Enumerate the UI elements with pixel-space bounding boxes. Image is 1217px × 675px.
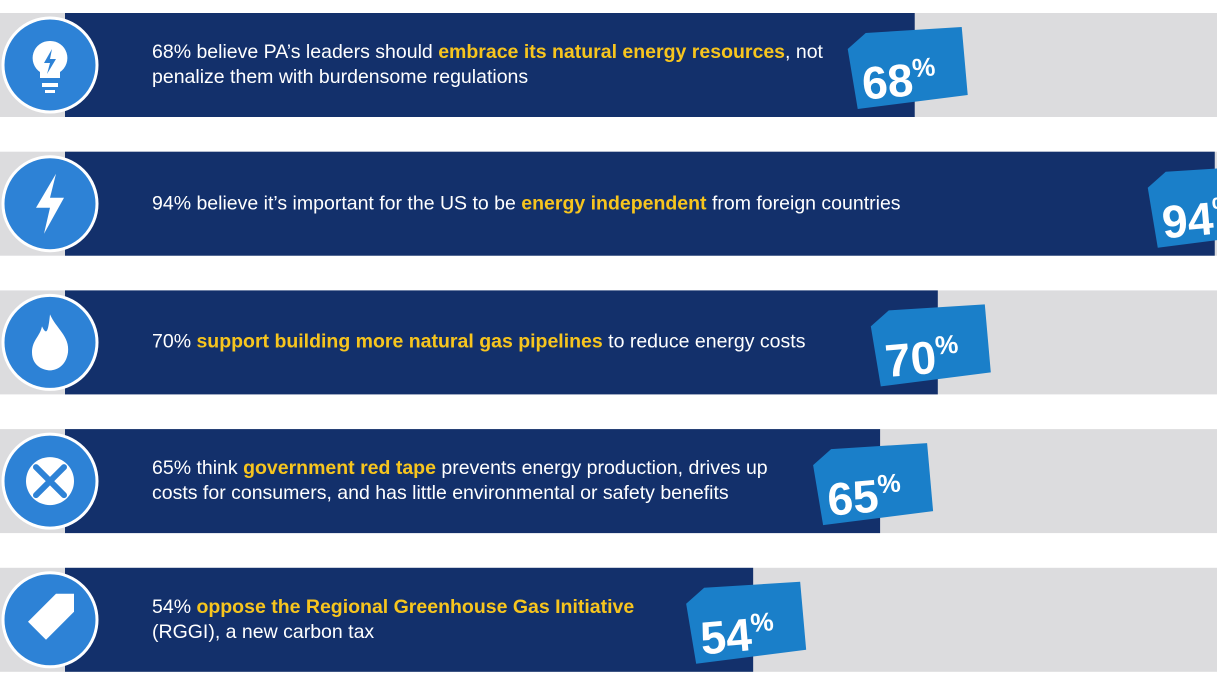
highlight-text: support building more natural gas pipeli… — [196, 330, 603, 353]
value-label: 54% — [698, 606, 777, 664]
icon — [36, 173, 64, 234]
icon-shape — [32, 40, 68, 93]
icon — [28, 593, 74, 640]
text: from foreign countries — [706, 192, 901, 215]
text: 94% believe it’s important for the US to… — [152, 192, 522, 215]
text: (RGGI), a new carbon tax — [152, 620, 375, 643]
icon-shape — [32, 314, 69, 371]
value-badge — [847, 27, 968, 109]
description: 65% think government red tape prevents e… — [152, 456, 795, 506]
bar — [65, 13, 915, 117]
value-number: 54 — [698, 608, 754, 664]
icon — [32, 314, 69, 371]
highlight-text: government red tape — [243, 457, 436, 480]
description: 70% support building more natural gas pi… — [152, 330, 853, 355]
description: 54% oppose the Regional Greenhouse Gas I… — [152, 595, 668, 645]
icon-shape — [28, 593, 74, 640]
value-label: 70% — [883, 329, 962, 387]
value-label: 94% — [1160, 190, 1217, 248]
text: 65% think — [152, 457, 244, 480]
value-badge — [813, 443, 934, 526]
value-badge — [870, 304, 991, 387]
text: 68% believe PA’s leaders should — [152, 41, 439, 63]
value-number: 70 — [883, 331, 939, 387]
highlight-text: oppose the Regional Greenhouse Gas Initi… — [196, 595, 635, 618]
value-unit: % — [749, 606, 775, 638]
icon — [32, 40, 68, 93]
value-unit: % — [876, 467, 902, 499]
icon-circle — [1, 16, 99, 114]
bar — [65, 290, 938, 395]
bar — [65, 567, 754, 672]
bar — [65, 429, 881, 534]
text: 54% — [152, 595, 197, 618]
value-number: 68 — [860, 53, 916, 109]
icon — [26, 457, 74, 506]
description: 94% believe it’s important for the US to… — [152, 191, 1130, 216]
icon-shape — [33, 464, 67, 499]
text: 70% — [152, 330, 197, 353]
value-unit: % — [934, 329, 960, 361]
value-badge — [1147, 168, 1217, 248]
value-number: 65 — [825, 469, 881, 525]
text: to reduce energy costs — [602, 330, 806, 353]
value-number: 94 — [1160, 192, 1216, 248]
value-badge — [686, 581, 807, 664]
value-unit: % — [911, 51, 937, 83]
highlight-text: energy independent — [521, 192, 707, 215]
value-label: 65% — [825, 467, 904, 525]
text: prevents energy production, drives up co… — [152, 457, 768, 505]
icon-shape — [36, 173, 64, 234]
highlight-text: embrace its natural energy resources — [438, 41, 786, 63]
value-unit: % — [1211, 190, 1217, 222]
bar — [65, 151, 1215, 256]
description: 68% believe PA’s leaders should embrace … — [152, 40, 830, 90]
value-label: 68% — [860, 51, 939, 109]
text: , not penalize them with burdensome regu… — [152, 41, 823, 88]
